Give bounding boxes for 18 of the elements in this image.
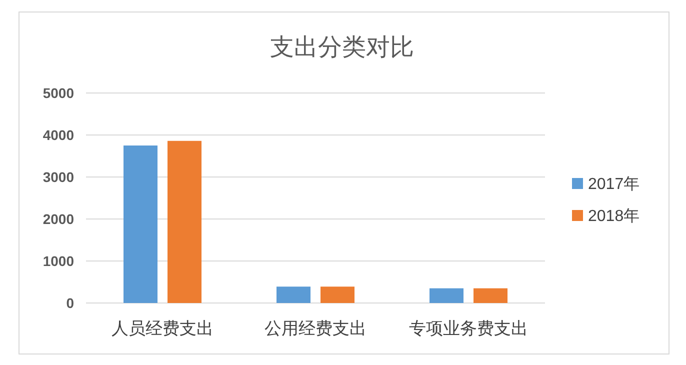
- y-tick-label: 2000: [42, 211, 74, 227]
- y-tick-label: 3000: [42, 169, 74, 185]
- bar: [430, 288, 464, 303]
- x-tick-label: 人员经费支出: [112, 319, 214, 338]
- y-tick-label: 5000: [42, 85, 74, 101]
- legend-label: 2017年: [588, 176, 640, 193]
- y-tick-label: 0: [66, 295, 74, 311]
- bar: [474, 288, 508, 303]
- y-tick-label: 1000: [42, 253, 74, 269]
- y-tick-label: 4000: [42, 127, 74, 143]
- legend-label: 2018年: [588, 208, 640, 225]
- x-tick-label: 专项业务费支出: [409, 319, 528, 338]
- bar: [124, 146, 158, 303]
- x-tick-label: 公用经费支出: [264, 319, 366, 338]
- bar: [276, 286, 310, 303]
- bar: [168, 140, 202, 303]
- chart-title: 支出分类对比: [270, 34, 414, 61]
- bar: [320, 286, 354, 303]
